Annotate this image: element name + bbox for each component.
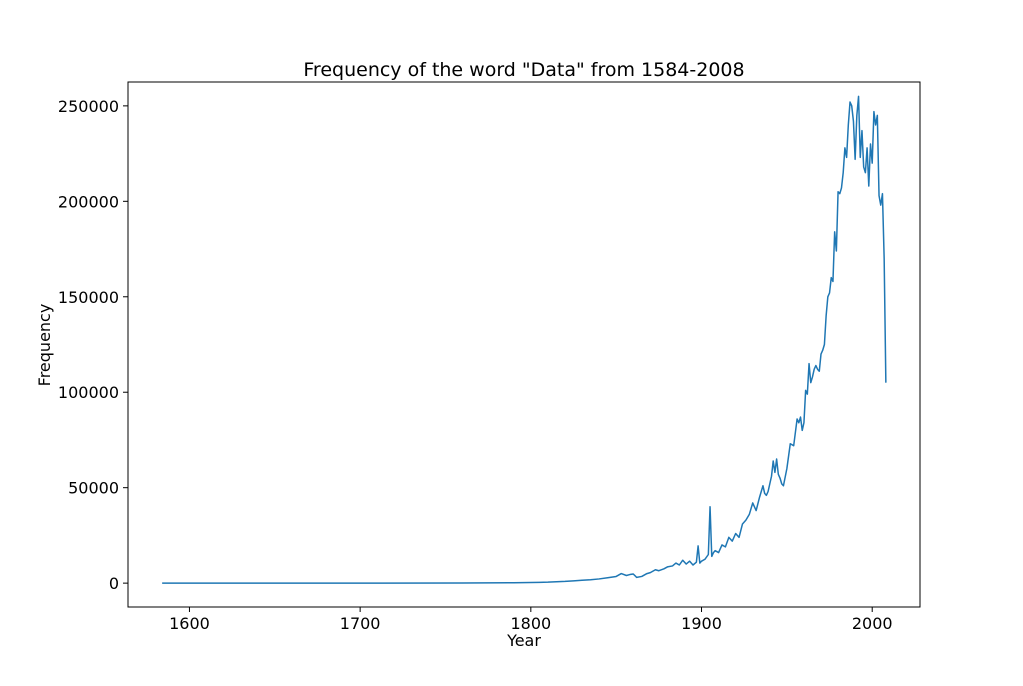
x-axis-label: Year [506,631,541,650]
plot-area [127,81,921,608]
x-tick-label: 1700 [340,614,381,633]
x-tick-label: 2000 [852,614,893,633]
x-tick-label: 1800 [510,614,551,633]
y-tick-label: 150000 [58,288,119,307]
y-tick-label: 250000 [58,97,119,116]
x-tick-label: 1600 [169,614,210,633]
y-tick-label: 100000 [58,383,119,402]
x-tick-label: 1900 [681,614,722,633]
y-axis-label: Frequency [35,304,54,387]
chart-title: Frequency of the word "Data" from 1584-2… [303,59,744,81]
y-tick-label: 50000 [68,479,119,498]
x-axis: 1600 1700 1800 1900 2000 [169,607,893,633]
y-tick-label: 200000 [58,192,119,211]
series-line [162,95,887,584]
plot-frame [127,81,921,608]
y-tick-label: 0 [109,574,119,593]
y-axis: 0 50000 100000 150000 200000 250000 [58,97,128,593]
plot-background [128,82,920,607]
